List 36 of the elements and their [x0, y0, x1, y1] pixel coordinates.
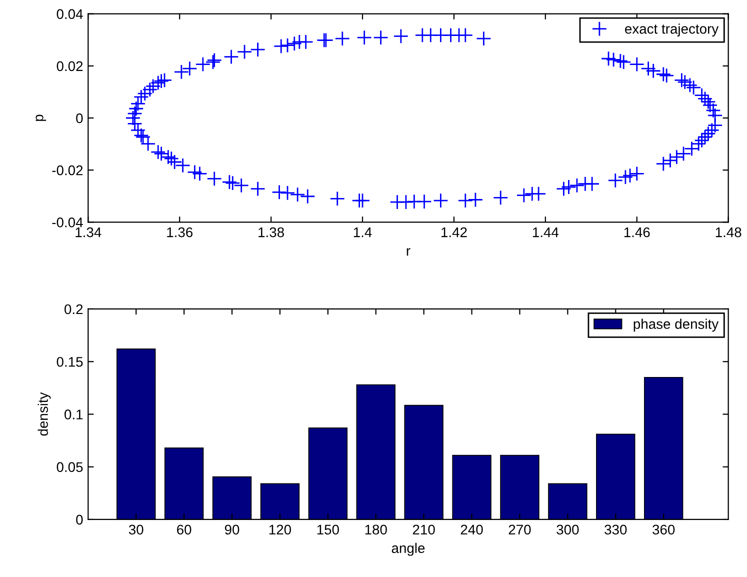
x-tick-label: 1.42 — [442, 227, 467, 238]
x-axis-title: angle — [392, 542, 425, 556]
legend-label: phase density — [634, 318, 719, 332]
x-tick-label: 300 — [556, 524, 579, 535]
x-tick-label: 180 — [365, 524, 387, 535]
x-tick-label: 150 — [317, 524, 339, 535]
legend-label: exact trajectory — [625, 24, 719, 37]
x-tick-label: 1.4 — [354, 228, 372, 238]
x-tick-label: 210 — [412, 524, 435, 535]
x-axis-title: r — [406, 248, 410, 256]
x-tick-label: 1.38 — [258, 227, 284, 238]
y-axis-title: density — [38, 392, 51, 436]
y-tick-label: 0.15 — [56, 356, 83, 367]
x-tick-label: 240 — [460, 524, 483, 535]
x-tick-label: 1.44 — [532, 228, 559, 238]
y-tick-label: -0.04 — [52, 217, 83, 228]
x-tick-label: 1.34 — [76, 227, 102, 238]
y-tick-label: 0.02 — [56, 61, 83, 72]
x-tick-label: 30 — [128, 524, 144, 535]
x-tick-label: 60 — [177, 524, 192, 535]
x-tick-label: 270 — [508, 524, 531, 535]
x-tick-label: 1.46 — [624, 227, 650, 238]
y-tick-label: 0.05 — [56, 462, 83, 472]
x-tick-label: 1.48 — [716, 227, 742, 238]
x-tick-label: 120 — [269, 524, 292, 535]
y-tick-label: 0 — [76, 514, 83, 525]
y-tick-label: 0.04 — [56, 9, 83, 20]
y-tick-label: 0 — [76, 113, 83, 124]
x-tick-label: 330 — [604, 524, 627, 535]
x-tick-label: 90 — [224, 524, 240, 535]
y-tick-label: 0.1 — [64, 410, 83, 420]
y-axis-title: p — [36, 114, 46, 121]
y-tick-label: 0.2 — [64, 304, 83, 314]
y-tick-label: -0.02 — [52, 165, 83, 176]
x-tick-label: 360 — [652, 524, 675, 535]
x-tick-label: 1.36 — [167, 227, 193, 238]
